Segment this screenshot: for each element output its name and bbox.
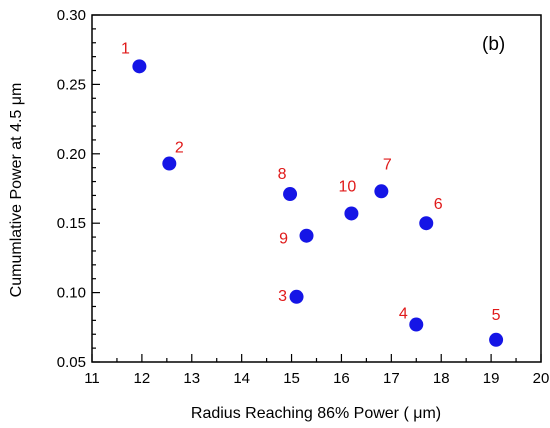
x-tick-label: 18 <box>433 370 450 387</box>
data-point <box>344 206 359 221</box>
x-tick-label: 16 <box>333 370 350 387</box>
point-label: 5 <box>492 307 501 324</box>
data-point <box>409 317 424 332</box>
data-point <box>299 228 314 243</box>
point-label: 1 <box>121 40 130 57</box>
panel-label: (b) <box>482 34 505 55</box>
point-label: 9 <box>279 231 288 248</box>
plot-frame <box>91 14 542 363</box>
data-point <box>289 289 304 304</box>
y-tick-label: 0.30 <box>57 7 86 24</box>
x-tick-label: 20 <box>533 370 550 387</box>
x-tick-label: 13 <box>183 370 200 387</box>
point-label: 8 <box>278 166 287 183</box>
point-label: 2 <box>175 140 184 157</box>
data-point <box>162 156 177 171</box>
point-label: 4 <box>399 306 408 323</box>
x-axis-title: Radius Reaching 86% Power ( μm) <box>191 405 441 422</box>
point-label: 7 <box>383 156 392 173</box>
x-tick-label: 11 <box>84 370 100 387</box>
data-point <box>489 332 504 347</box>
data-point <box>283 187 298 202</box>
data-point <box>132 59 147 74</box>
x-tick-label: 15 <box>283 370 300 387</box>
y-tick-label: 0.10 <box>57 285 86 302</box>
point-label: 6 <box>434 196 443 213</box>
y-tick-label: 0.05 <box>57 354 86 371</box>
y-axis-title: Cumumlative Power at 4.5 μm <box>8 83 25 298</box>
axes <box>91 14 542 363</box>
ticks: 11 12 13 14 15 16 17 18 19 200.050.100.150.200.25… <box>57 7 550 387</box>
x-tick-label: 17 <box>383 370 400 387</box>
data-points <box>132 59 504 347</box>
y-tick-label: 0.25 <box>57 76 86 93</box>
data-point <box>419 216 434 231</box>
x-tick-label: 14 <box>233 370 250 387</box>
y-tick-label: 0.20 <box>57 146 86 163</box>
x-tick-label: 19 <box>483 370 500 387</box>
point-label: 10 <box>339 178 357 195</box>
data-point <box>374 184 389 199</box>
y-tick-label: 0.15 <box>57 215 86 232</box>
x-tick-label: 12 <box>134 370 151 387</box>
point-label: 3 <box>278 288 287 305</box>
point-labels: 1 2 3 4 5 6 7 8 9 10 <box>121 40 501 323</box>
